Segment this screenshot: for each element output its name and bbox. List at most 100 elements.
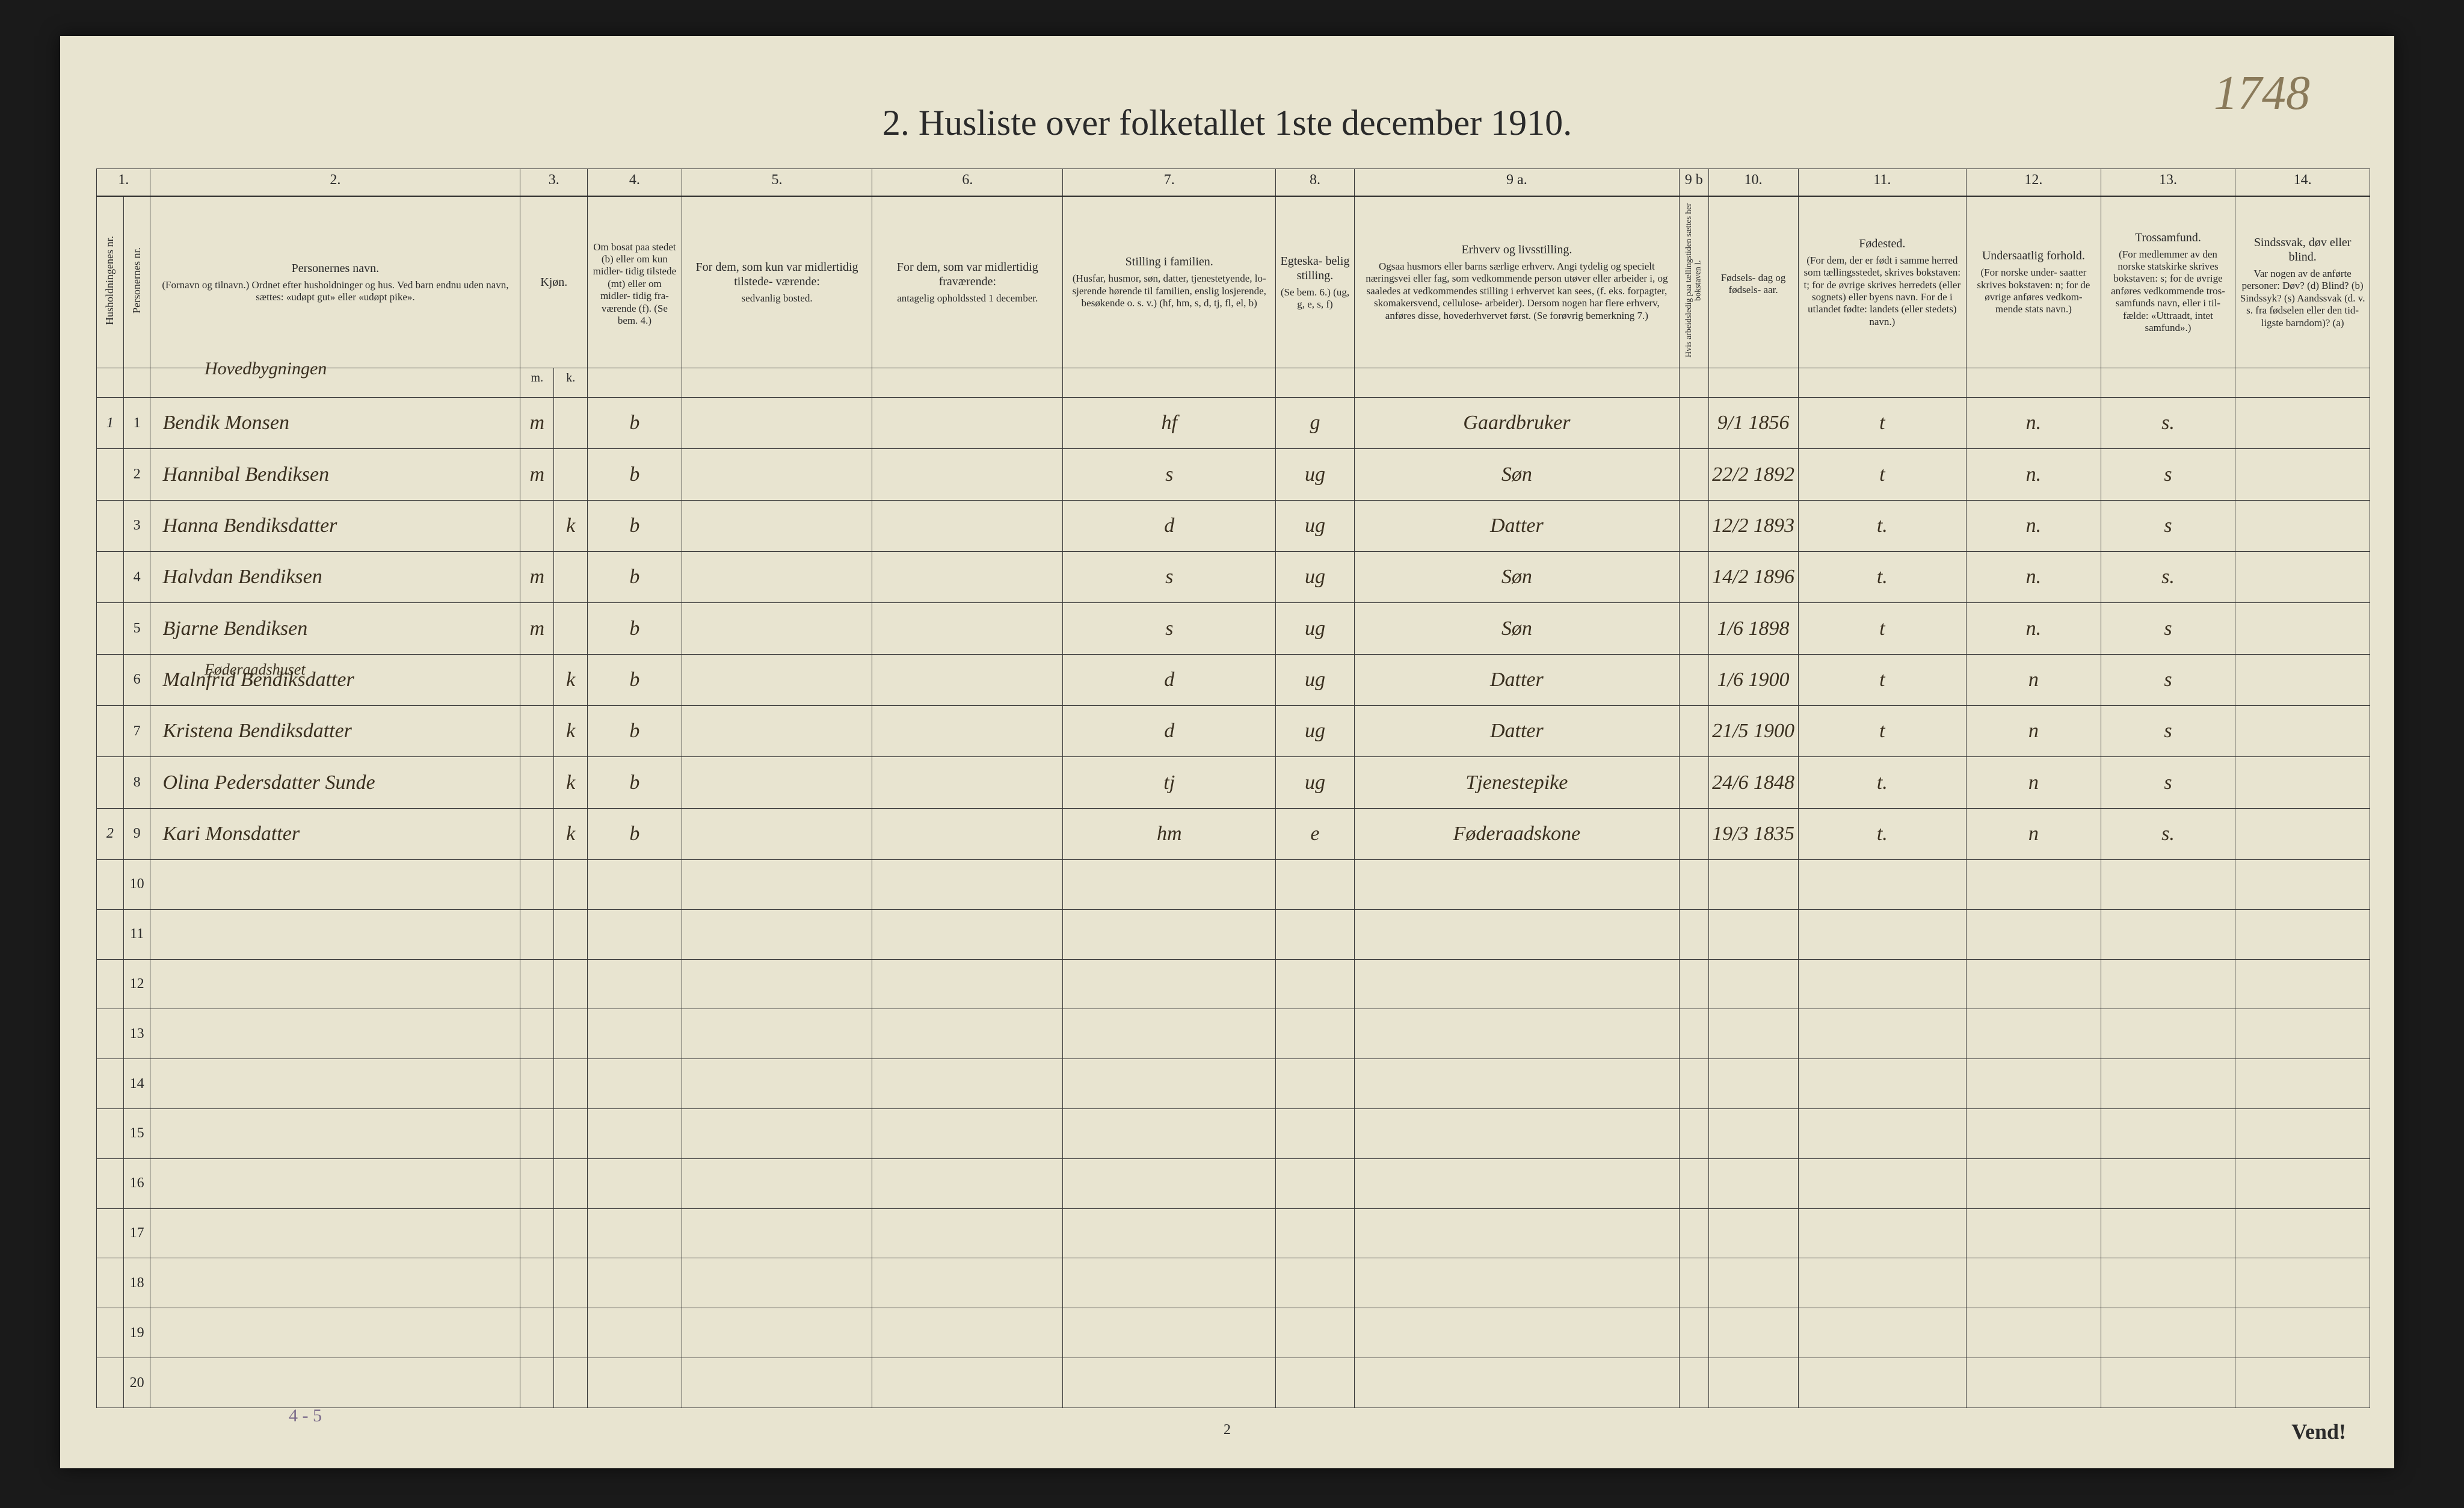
- colnum-14: 14.: [2235, 169, 2370, 197]
- cell: [520, 1059, 554, 1109]
- cell: [554, 860, 588, 910]
- cell: [554, 1308, 588, 1358]
- cell: [554, 959, 588, 1009]
- cell: [872, 1059, 1063, 1109]
- cell: [1680, 1308, 1708, 1358]
- hdr-tros: Trossamfund.(For medlemmer av den norske…: [2101, 196, 2235, 368]
- cell: Bjarne Bendiksen: [150, 603, 520, 654]
- cell: [554, 1009, 588, 1059]
- cell: [554, 552, 588, 603]
- cell: b: [588, 603, 682, 654]
- cell: [588, 1258, 682, 1308]
- cell: [1680, 860, 1708, 910]
- cell: [554, 1109, 588, 1159]
- cell: [872, 449, 1063, 500]
- cell: [1354, 1059, 1679, 1109]
- cell: b: [588, 500, 682, 551]
- cell: [1967, 909, 2101, 959]
- cell: [554, 449, 588, 500]
- cell: s.: [2101, 398, 2235, 449]
- cell: 2: [123, 449, 150, 500]
- table-row: 4Halvdan BendiksenmbsugSøn14/2 1896t.n.s…: [97, 552, 2370, 603]
- cell: [97, 757, 124, 808]
- table-row-empty: 14: [97, 1059, 2370, 1109]
- cell: [588, 1158, 682, 1208]
- colnum-11: 11.: [1798, 169, 1967, 197]
- cell: [1063, 1358, 1276, 1408]
- cell: [1680, 1158, 1708, 1208]
- colnum-12: 12.: [1967, 169, 2101, 197]
- cell: [588, 1208, 682, 1258]
- cell: [1354, 909, 1679, 959]
- cell: n.: [1967, 603, 2101, 654]
- cell: Søn: [1354, 449, 1679, 500]
- cell: t.: [1798, 808, 1967, 859]
- cell: [520, 757, 554, 808]
- table-row: 6Malnfrid BendiksdatterkbdugDatter1/6 19…: [97, 654, 2370, 705]
- column-header-row: Husholdningenes nr. Personernes nr. Pers…: [97, 196, 2370, 368]
- cell: [97, 959, 124, 1009]
- hdr-fodsel: Fødsels- dag og fødsels- aar.: [1708, 196, 1798, 368]
- cell: [1798, 1308, 1967, 1358]
- cell: 19/3 1835: [1708, 808, 1798, 859]
- cell: n.: [1967, 398, 2101, 449]
- page-title: 2. Husliste over folketallet 1ste decemb…: [60, 102, 2394, 144]
- cell: [1063, 1109, 1276, 1159]
- hdr-egteskab: Egteska- belig stilling.(Se bem. 6.) (ug…: [1276, 196, 1354, 368]
- cell: m: [520, 603, 554, 654]
- cell: [872, 1358, 1063, 1408]
- table-row-empty: 13: [97, 1009, 2370, 1059]
- cell: 19: [123, 1308, 150, 1358]
- cell: [2101, 959, 2235, 1009]
- cell: [1063, 860, 1276, 910]
- cell: [520, 1308, 554, 1358]
- cell: [682, 1358, 872, 1408]
- cell: [1967, 1308, 2101, 1358]
- cell: [97, 449, 124, 500]
- cell: [1063, 959, 1276, 1009]
- cell: 16: [123, 1158, 150, 1208]
- cell: [872, 1258, 1063, 1308]
- cell: t.: [1798, 552, 1967, 603]
- cell: s: [2101, 603, 2235, 654]
- cell: [150, 1208, 520, 1258]
- cell: ug: [1276, 603, 1354, 654]
- cell: n.: [1967, 552, 2101, 603]
- colnum-3: 3.: [520, 169, 588, 197]
- cell: k: [554, 500, 588, 551]
- cell: Halvdan Bendiksen: [150, 552, 520, 603]
- cell: [2101, 1059, 2235, 1109]
- cell: 13: [123, 1009, 150, 1059]
- cell: hm: [1063, 808, 1276, 859]
- cell: [2101, 909, 2235, 959]
- cell: m: [520, 398, 554, 449]
- hdr-stilling: Stilling i familien.(Husfar, husmor, søn…: [1063, 196, 1276, 368]
- cell: [682, 603, 872, 654]
- cell: [97, 500, 124, 551]
- cell: [682, 1158, 872, 1208]
- cell: n: [1967, 706, 2101, 757]
- cell: [1798, 959, 1967, 1009]
- cell: t: [1798, 398, 1967, 449]
- cell: [520, 909, 554, 959]
- cell: 14: [123, 1059, 150, 1109]
- cell: 24/6 1848: [1708, 757, 1798, 808]
- cell: [2235, 500, 2370, 551]
- cell: [2101, 1258, 2235, 1308]
- cell: [554, 1358, 588, 1408]
- cell: [1798, 1109, 1967, 1159]
- cell: t: [1798, 706, 1967, 757]
- cell: [2235, 706, 2370, 757]
- cell: 5: [123, 603, 150, 654]
- table-row: 8Olina Pedersdatter SundekbtjugTjenestep…: [97, 757, 2370, 808]
- table-row-empty: 10: [97, 860, 2370, 910]
- cell: 15: [123, 1109, 150, 1159]
- census-table-wrap: Hovedbygningen Føderaadshuset 1. 2. 3. 4…: [96, 168, 2370, 1408]
- cell: b: [588, 552, 682, 603]
- cell: [1680, 1208, 1708, 1258]
- cell: 1: [123, 398, 150, 449]
- cell: [588, 860, 682, 910]
- cell: [2235, 1208, 2370, 1258]
- cell: [1680, 398, 1708, 449]
- cell: [150, 1158, 520, 1208]
